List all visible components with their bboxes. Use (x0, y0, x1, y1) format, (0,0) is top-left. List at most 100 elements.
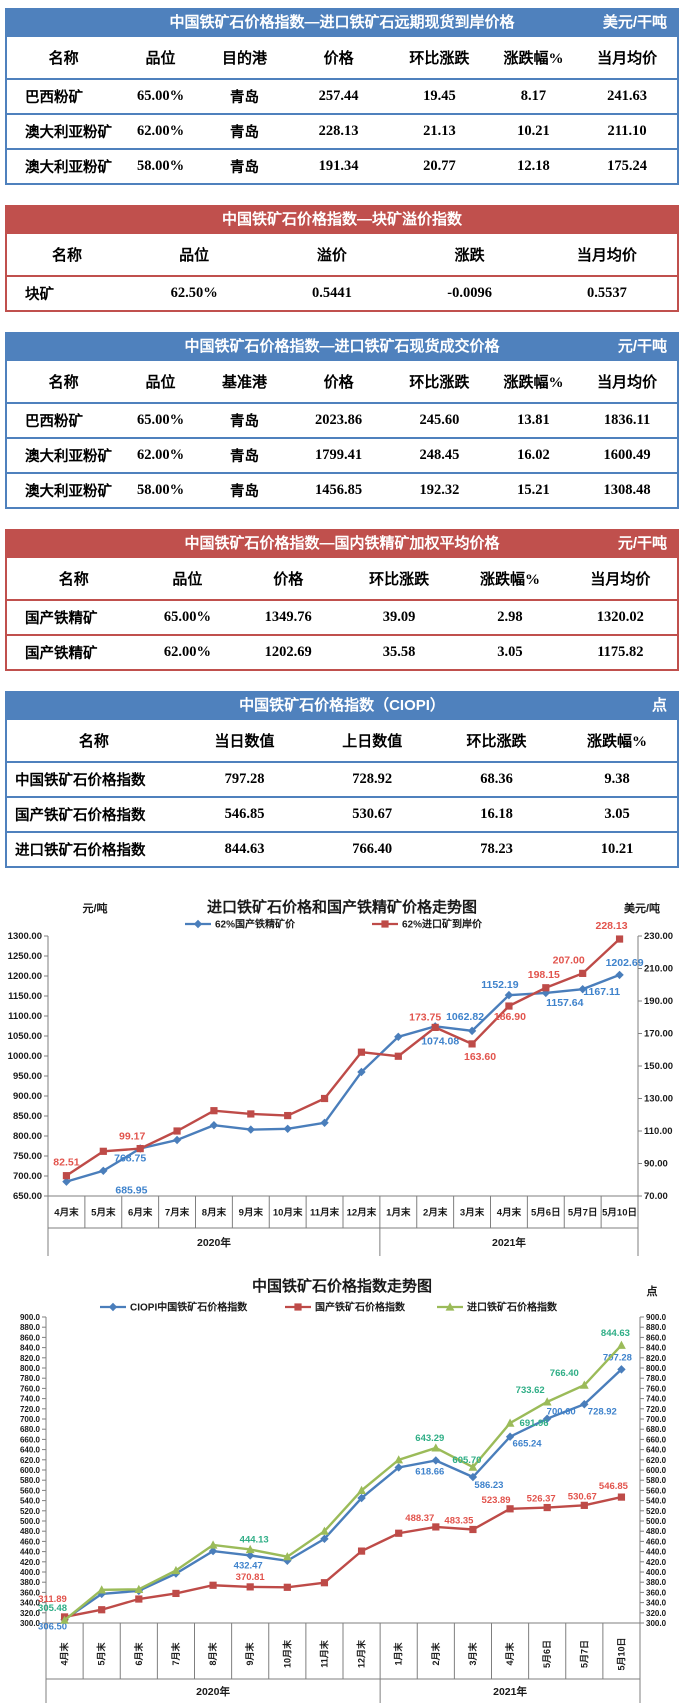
data-point-square (579, 969, 587, 977)
row-label: 国产铁精矿 (6, 635, 141, 671)
data-table: 名称 品位 目的港 价格 环比涨跌 涨跌幅% 当月均价 巴西粉矿 65.00% 青岛 257.44 1… (5, 37, 679, 185)
cell: 0.5441 (261, 276, 403, 312)
left-tick-label: 620.0 (20, 1456, 41, 1465)
data-point-square (469, 1525, 477, 1534)
right-axis-unit: 美元/吨 (624, 901, 660, 915)
data-point-diamond (320, 1534, 329, 1544)
table-row: 巴西粉矿 65.00% 青岛 2023.86 245.60 13.81 1836.11 (6, 403, 678, 439)
series-diamond: 685.95 768.75 1074.08 1062.82 1152.19 1157.64… (62, 957, 644, 1197)
cell: 8.17 (489, 79, 578, 115)
x-tick-label: 5月10日 (602, 1208, 637, 1219)
left-tick-label: 780.0 (20, 1374, 41, 1383)
data-point-square (136, 1144, 144, 1153)
column-header: 价格 (288, 37, 390, 80)
data-point-square (580, 1501, 588, 1509)
table-title: 中国铁矿石价格指数（CIOPI） (239, 697, 445, 714)
left-tick-label: 340.0 (20, 1599, 41, 1608)
cell: 青岛 (200, 438, 289, 474)
left-tick-label: 1300.00 (8, 931, 42, 942)
data-point-triangle (171, 1565, 181, 1575)
column-header: 当月均价 (563, 558, 678, 601)
left-tick-label: 760.0 (20, 1384, 41, 1393)
left-tick-label: 420.0 (20, 1558, 41, 1567)
table-title-bar: 中国铁矿石价格指数（CIOPI） 点 (5, 691, 679, 720)
cell: 241.63 (577, 79, 678, 115)
cell: 62.00% (120, 114, 201, 150)
row-label: 块矿 (6, 276, 127, 312)
year-group-label: 2020年 (196, 1685, 230, 1698)
data-point-square (62, 1172, 71, 1180)
legend: 62%国产铁精矿价 62%进口矿到岸价 (185, 918, 483, 931)
x-tick-label: 9月末 (244, 1642, 255, 1666)
left-tick-label: 740.0 (20, 1395, 41, 1404)
right-tick-label: 380.0 (646, 1578, 667, 1587)
legend-item: CIOPI中国铁矿石价格指数 (100, 1301, 248, 1314)
series-square: 311.89 370.81 488.37 483.35 523.89 526.37 530.… (38, 1481, 629, 1621)
row-label: 澳大利亚粉矿 (6, 149, 121, 185)
table-row: 澳大利亚粉矿 58.00% 青岛 191.34 20.77 12.18 175.24 (6, 149, 678, 185)
left-tick-label: 1000.00 (8, 1051, 42, 1062)
data-label: 605.70 (452, 1455, 481, 1466)
cell: 766.40 (308, 832, 437, 868)
data-point-square (542, 984, 550, 992)
legend-item: 62%国产铁精矿价 (185, 918, 296, 931)
cell: 530.67 (308, 797, 437, 833)
cell: 青岛 (200, 473, 289, 509)
data-label: 530.67 (568, 1491, 597, 1502)
left-tick-label: 320.0 (20, 1609, 41, 1618)
right-axis-unit: 点 (647, 1284, 658, 1298)
x-tick-label: 1月末 (393, 1642, 404, 1666)
cell: 1175.82 (563, 635, 678, 671)
column-header: 环比涨跌 (389, 37, 490, 80)
legend-label: 国产铁矿石价格指数 (315, 1301, 406, 1314)
x-tick-label: 5月7日 (568, 1208, 598, 1219)
series-line (65, 938, 621, 1177)
column-header: 上日数值 (308, 720, 437, 763)
left-tick-label: 1150.00 (8, 991, 42, 1002)
legend-item: 进口铁矿石价格指数 (437, 1301, 558, 1314)
left-tick-label: 680.0 (20, 1425, 41, 1434)
column-header: 环比涨跌 (436, 720, 558, 763)
data-point-triangle (60, 1615, 69, 1624)
right-tick-label: 480.0 (646, 1527, 667, 1536)
data-point-square (247, 1110, 255, 1118)
data-label: 228.13 (596, 920, 628, 932)
cell: 10.21 (557, 832, 678, 868)
cell: 257.44 (288, 79, 390, 115)
x-tick-label: 11月末 (318, 1639, 329, 1668)
column-header-row: 名称 当日数值 上日数值 环比涨跌 涨跌幅% (6, 720, 678, 763)
left-tick-label: 660.0 (20, 1435, 41, 1444)
x-tick-label: 10月末 (273, 1207, 303, 1219)
table-row: 澳大利亚粉矿 62.00% 青岛 1799.41 248.45 16.02 1600.49 (6, 438, 678, 474)
table-title-bar: 中国铁矿石价格指数—进口铁矿石远期现货到岸价格 美元/干吨 (5, 8, 679, 37)
chart-title: 进口铁矿石价格和国产铁精矿价格走势图 (207, 898, 477, 916)
table-title: 中国铁矿石价格指数—进口铁矿石远期现货到岸价格 (169, 14, 515, 31)
data-point-diamond (615, 970, 624, 980)
data-point-triangle (579, 1380, 589, 1389)
table-title-bar: 中国铁矿石价格指数—国内铁精矿加权平均价格 元/干吨 (5, 529, 679, 558)
left-tick-label: 1100.00 (8, 1011, 42, 1022)
column-header-row: 名称 品位 目的港 价格 环比涨跌 涨跌幅% 当月均价 (6, 37, 678, 80)
right-tick-label: 440.0 (646, 1548, 667, 1557)
right-tick-label: 840.0 (646, 1344, 667, 1353)
series-line (63, 1344, 623, 1622)
data-point-square (173, 1127, 181, 1135)
data-point-diamond (617, 1365, 626, 1374)
x-tick-label: 9月末 (239, 1207, 264, 1219)
row-label: 澳大利亚粉矿 (6, 438, 121, 474)
cell: 191.34 (288, 149, 390, 185)
right-tick-label: 880.0 (646, 1323, 667, 1332)
cell: 青岛 (200, 149, 289, 185)
row-label: 中国铁矿石价格指数 (6, 762, 181, 798)
column-header: 价格 (234, 558, 342, 601)
year-group-label: 2021年 (492, 1236, 526, 1249)
cell: 192.32 (389, 473, 490, 509)
cell: 245.60 (389, 403, 490, 439)
legend-label: 进口铁矿石价格指数 (467, 1301, 558, 1314)
cell: 1308.48 (577, 473, 678, 509)
cell: 19.45 (389, 79, 490, 115)
cell: 1349.76 (234, 600, 342, 636)
left-tick-label: 440.0 (20, 1548, 41, 1557)
data-label: 1152.19 (481, 979, 519, 991)
data-point-square (357, 1547, 366, 1555)
